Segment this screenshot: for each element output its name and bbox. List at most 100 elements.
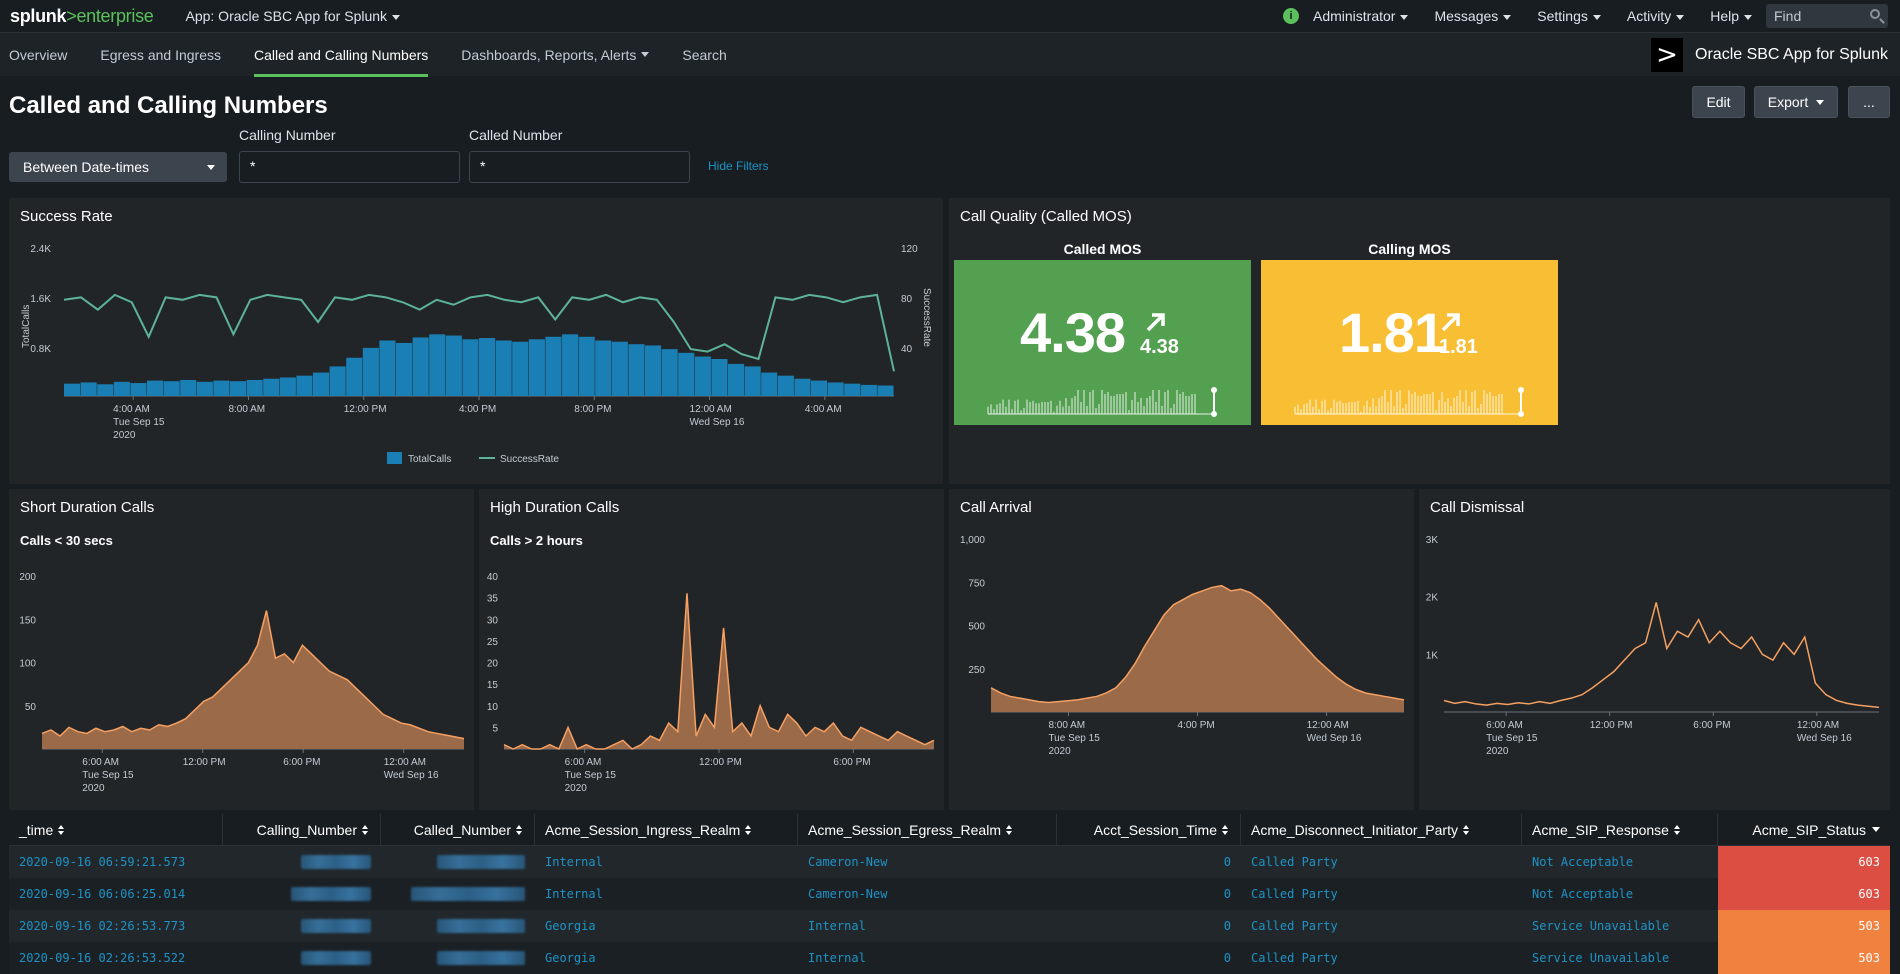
- cell-sip-response[interactable]: Not Acceptable: [1532, 887, 1634, 901]
- calling-number-label: Calling Number: [239, 127, 336, 143]
- app-nav: Overview Egress and Ingress Called and C…: [0, 32, 1900, 77]
- cell-sip-response[interactable]: Service Unavailable: [1532, 919, 1670, 933]
- cell-ingress-realm[interactable]: Internal: [545, 855, 603, 869]
- nav-search[interactable]: Search: [682, 46, 727, 63]
- y-tick-label: 1.6K: [30, 294, 51, 305]
- col-egress-realm[interactable]: Acme_Session_Egress_Realm: [798, 814, 1057, 845]
- cell-sip-response[interactable]: Service Unavailable: [1532, 951, 1670, 965]
- series-line: [990, 584, 1405, 704]
- bar-totalcalls: [213, 380, 230, 396]
- table-row[interactable]: 2020-09-16 02:26:53.522 Georgia Internal 0 C…: [9, 942, 1890, 974]
- menu-administrator[interactable]: Administrator: [1313, 8, 1409, 24]
- cell-ingress-realm[interactable]: Georgia: [545, 951, 596, 965]
- cell-time[interactable]: 2020-09-16 06:59:21.573: [19, 855, 186, 869]
- cell-called-number[interactable]: [381, 910, 535, 942]
- cell-calling-number[interactable]: [223, 878, 381, 910]
- cell-initiator[interactable]: Called Party: [1251, 855, 1338, 869]
- called-mos-tile[interactable]: 4.38 4.38: [954, 260, 1251, 425]
- cell-ingress-realm[interactable]: Internal: [545, 887, 603, 901]
- sort-icon: [1222, 824, 1230, 835]
- called-number-input[interactable]: *: [469, 151, 690, 183]
- col-ingress-realm[interactable]: Acme_Session_Ingress_Realm: [535, 814, 798, 845]
- x-tick-label: 4:00 PM: [459, 404, 496, 415]
- cell-calling-number[interactable]: [223, 910, 381, 942]
- bar-totalcalls: [246, 379, 263, 396]
- col-calling-number[interactable]: Calling_Number: [223, 814, 381, 845]
- x-tick-label: 12:00 PM: [183, 757, 226, 768]
- cell-egress-realm[interactable]: Cameron-New: [808, 887, 888, 901]
- y-tick-label: 50: [25, 702, 37, 713]
- col-called-number[interactable]: Called_Number: [381, 814, 535, 845]
- table-row[interactable]: 2020-09-16 06:06:25.014 Internal Cameron-N…: [9, 878, 1890, 910]
- calling-number-input[interactable]: *: [239, 151, 460, 183]
- x-tick-label: Tue Sep 15: [565, 770, 617, 781]
- cell-initiator[interactable]: Called Party: [1251, 887, 1338, 901]
- cell-session-time[interactable]: 0: [1223, 919, 1231, 933]
- splunk-logo[interactable]: splunk>enterprise: [10, 5, 154, 26]
- calling-mos-tile[interactable]: 1.81 1.81: [1261, 260, 1558, 425]
- page-title: Called and Calling Numbers: [9, 92, 328, 119]
- chevron-down-icon: [1676, 14, 1685, 20]
- cell-session-time[interactable]: 0: [1223, 887, 1231, 901]
- col-session-time[interactable]: Acct_Session_Time: [1057, 814, 1241, 845]
- more-button[interactable]: ...: [1848, 86, 1890, 118]
- cell-sip-response[interactable]: Not Acceptable: [1532, 855, 1634, 869]
- bar-totalcalls: [80, 382, 97, 396]
- cell-time[interactable]: 2020-09-16 02:26:53.522: [19, 951, 186, 965]
- bar-totalcalls: [479, 338, 496, 396]
- x-tick-label: 12:00 PM: [1590, 720, 1633, 731]
- y-tick-label: 2K: [1426, 593, 1439, 604]
- nav-called-calling[interactable]: Called and Calling Numbers: [253, 33, 429, 77]
- bar-totalcalls: [113, 381, 130, 396]
- edit-button[interactable]: Edit: [1692, 86, 1745, 118]
- panel-title: Call Dismissal: [1430, 499, 1525, 516]
- cell-session-time[interactable]: 0: [1223, 951, 1231, 965]
- high-duration-panel: High Duration Calls Calls > 2 hours 40 35…: [479, 489, 944, 810]
- col-time[interactable]: _time: [9, 814, 223, 845]
- menu-settings[interactable]: Settings: [1537, 8, 1601, 24]
- cell-calling-number[interactable]: [223, 846, 381, 878]
- cell-called-number[interactable]: [381, 942, 535, 974]
- cell-time[interactable]: 2020-09-16 06:06:25.014: [19, 887, 186, 901]
- nav-dashboards[interactable]: Dashboards, Reports, Alerts: [461, 33, 650, 77]
- y-axis-label: TotalCalls: [21, 305, 32, 348]
- export-button[interactable]: Export: [1754, 86, 1838, 118]
- success-rate-panel: Success Rate 2.4K 1.6K 0.8K 120 80 40 TotalCal…: [9, 198, 943, 484]
- cell-called-number[interactable]: [381, 846, 535, 878]
- cell-calling-number[interactable]: [223, 942, 381, 974]
- x-tick-label: 8:00 PM: [574, 404, 611, 415]
- x-tick-label: Tue Sep 15: [82, 770, 134, 781]
- menu-help[interactable]: Help: [1710, 8, 1752, 24]
- results-table: _time Calling_Number Called_Number Acme_…: [9, 814, 1890, 974]
- bar-totalcalls: [263, 378, 280, 396]
- hide-filters-link[interactable]: Hide Filters: [708, 159, 769, 173]
- app-menu-label: App: Oracle SBC App for Splunk: [185, 8, 388, 24]
- cell-time[interactable]: 2020-09-16 02:26:53.773: [19, 919, 186, 933]
- find-input[interactable]: Find: [1766, 4, 1888, 28]
- time-range-picker[interactable]: Between Date-times: [9, 152, 227, 182]
- table-row[interactable]: 2020-09-16 02:26:53.773 Georgia Internal 0 C…: [9, 910, 1890, 942]
- cell-egress-realm[interactable]: Internal: [808, 919, 866, 933]
- cell-initiator[interactable]: Called Party: [1251, 919, 1338, 933]
- cell-called-number[interactable]: [381, 878, 535, 910]
- y2-tick-label: 120: [901, 244, 918, 255]
- bar-totalcalls: [628, 344, 645, 396]
- sort-icon: [362, 824, 370, 835]
- menu-messages[interactable]: Messages: [1434, 8, 1512, 24]
- col-sip-status[interactable]: Acme_SIP_Status: [1718, 814, 1890, 845]
- cell-session-time[interactable]: 0: [1223, 855, 1231, 869]
- cell-egress-realm[interactable]: Internal: [808, 951, 866, 965]
- x-tick-label: 8:00 AM: [1048, 720, 1085, 731]
- col-sip-response[interactable]: Acme_SIP_Response: [1522, 814, 1718, 845]
- info-icon[interactable]: i: [1282, 8, 1299, 24]
- cell-initiator[interactable]: Called Party: [1251, 951, 1338, 965]
- col-disconnect-initiator[interactable]: Acme_Disconnect_Initiator_Party: [1241, 814, 1522, 845]
- menu-activity[interactable]: Activity: [1627, 8, 1685, 24]
- table-row[interactable]: 2020-09-16 06:59:21.573 Internal Cameron-N…: [9, 846, 1890, 878]
- nav-overview[interactable]: Overview: [9, 46, 68, 63]
- nav-egress-ingress[interactable]: Egress and Ingress: [100, 46, 221, 63]
- app-menu[interactable]: App: Oracle SBC App for Splunk: [185, 8, 401, 24]
- cell-ingress-realm[interactable]: Georgia: [545, 919, 596, 933]
- top-bar: splunk>enterprise App: Oracle SBC App fo…: [0, 0, 1900, 32]
- cell-egress-realm[interactable]: Cameron-New: [808, 855, 888, 869]
